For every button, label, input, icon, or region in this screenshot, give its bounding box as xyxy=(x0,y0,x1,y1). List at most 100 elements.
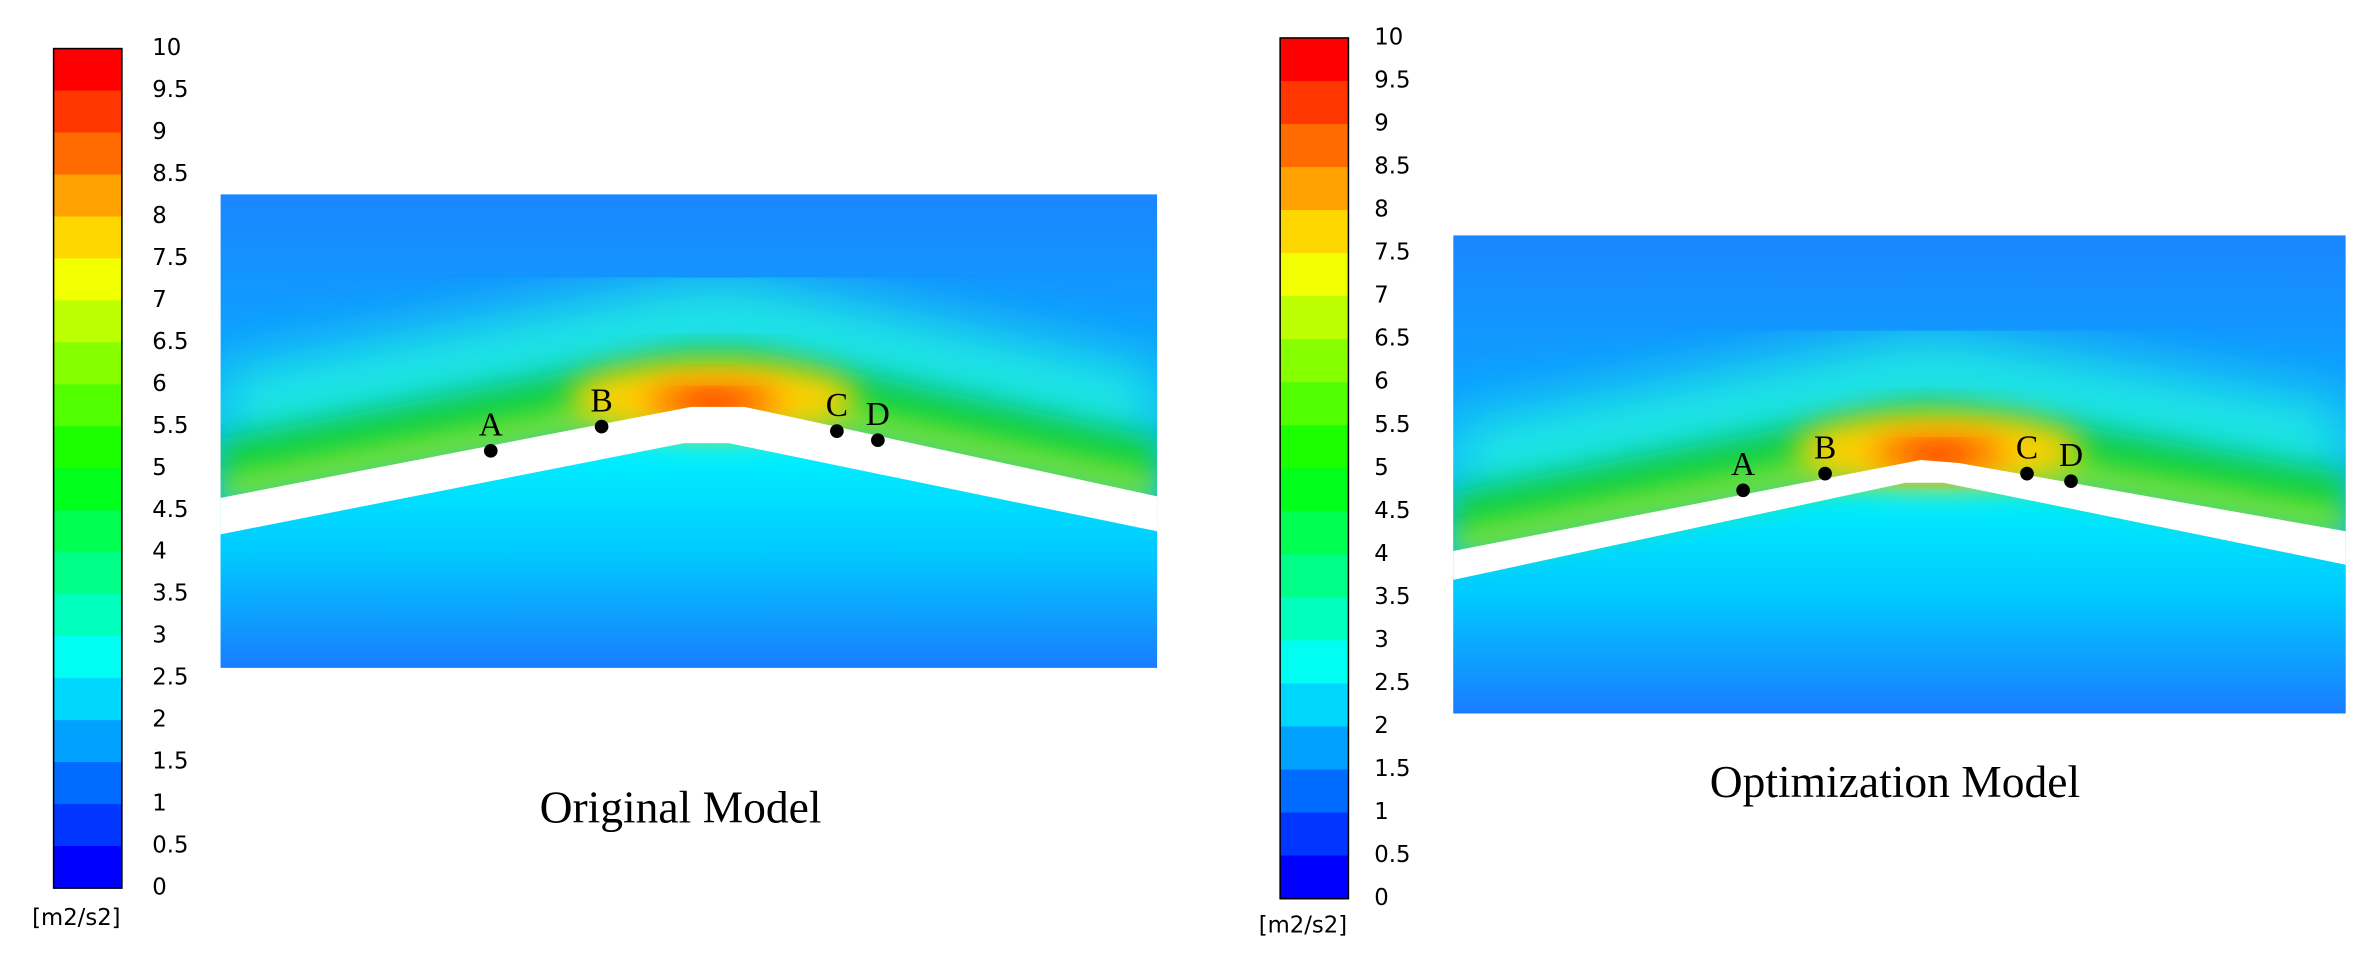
colorbar-band xyxy=(53,594,122,637)
colorbar-band xyxy=(1280,425,1349,470)
colorbar-tick-label: 7 xyxy=(152,287,166,313)
colorbar-tick-label: 6.5 xyxy=(1374,326,1410,352)
caption: Original Model xyxy=(540,782,822,833)
colorbar-tick-label: 6.5 xyxy=(152,329,188,355)
colorbar-tick-label: 1.5 xyxy=(1374,756,1410,782)
colorbar-tick-label: 0 xyxy=(1374,885,1388,911)
colorbar-band xyxy=(53,342,122,386)
probe-label: C xyxy=(826,387,848,424)
colorbar-tick-label: 1.5 xyxy=(152,749,188,775)
colorbar-band xyxy=(53,804,122,847)
colorbar-tick-label: 4.5 xyxy=(1374,498,1410,524)
wall-strip xyxy=(1453,459,2346,580)
colorbar-band xyxy=(53,846,122,889)
colorbar-band xyxy=(1280,855,1349,900)
colorbar-band xyxy=(53,216,122,260)
colorbar-tick-label: 5 xyxy=(152,455,166,481)
colorbar-band xyxy=(53,174,122,218)
probe-point xyxy=(483,444,498,458)
colorbar-tick-label: 9.5 xyxy=(152,77,188,103)
colorbar-band xyxy=(1280,683,1349,728)
probe-point xyxy=(1736,483,1750,498)
probe-point xyxy=(830,424,844,438)
colorbar-tick-label: 6 xyxy=(1374,369,1388,395)
colorbar-band xyxy=(1280,167,1349,211)
panel: 10 9.5 9 8.5 8 7.5 7 6.5 6 5.5 5 4.5 4 3.5 3 2.5 2 1.5 1 0.… xyxy=(32,35,1158,931)
probe-label: A xyxy=(1731,446,1755,483)
zone-cyan xyxy=(220,285,1158,452)
colorbar-band xyxy=(53,384,122,428)
colorbar-band xyxy=(1280,296,1349,340)
probe-label: B xyxy=(1814,429,1836,466)
caption: Optimization Model xyxy=(1710,756,2080,807)
probe-label: B xyxy=(590,382,612,419)
colorbar-unit: [m2/s2] xyxy=(32,905,120,931)
colorbar-tick-label: 3 xyxy=(152,623,166,649)
colorbar-band xyxy=(1280,339,1349,383)
field-bottom xyxy=(1453,482,2346,714)
contour xyxy=(220,194,1158,668)
colorbar-tick-label: 4 xyxy=(152,539,166,565)
zone-cyan xyxy=(1453,338,2346,505)
colorbar-band xyxy=(1280,253,1349,297)
colorbar-band xyxy=(1280,640,1349,685)
colorbar-tick-label: 4.5 xyxy=(152,497,188,523)
colorbar-frame xyxy=(52,47,123,889)
colorbar-band xyxy=(53,510,122,554)
zone-red xyxy=(1905,446,1973,465)
colorbar-frame xyxy=(1279,37,1350,900)
colorbar-band xyxy=(1280,554,1349,599)
panel: 10 9.5 9 8.5 8 7.5 7 6.5 6 5.5 5 4.5 4 3.5 3 2.5 2 1.5 1 0.… xyxy=(1259,24,2346,938)
probe-point xyxy=(2020,466,2034,481)
colorbar-tick-label: 7.5 xyxy=(152,245,188,271)
colorbar-tick-label: 1 xyxy=(152,791,166,817)
colorbar-band xyxy=(1280,124,1349,168)
colorbar-tick-label: 2 xyxy=(1374,713,1388,739)
probe-point xyxy=(2064,474,2078,489)
colorbar-tick-label: 2 xyxy=(152,707,166,733)
colorbar-band xyxy=(53,762,122,805)
wall-strip xyxy=(220,406,1158,535)
colorbar-tick-label: 8 xyxy=(1374,197,1388,223)
probe-label: D xyxy=(866,396,890,433)
colorbar-band xyxy=(53,300,122,344)
colorbar-tick-label: 4 xyxy=(1374,541,1388,567)
contour xyxy=(1453,235,2346,714)
colorbar-tick-label: 2.5 xyxy=(152,665,188,691)
probe-point xyxy=(1818,466,1832,481)
colorbar-tick-label: 8.5 xyxy=(1374,154,1410,180)
colorbar-tick-label: 5.5 xyxy=(152,413,188,439)
probe-label: A xyxy=(479,407,503,444)
colorbar-tick-label: 5 xyxy=(1374,455,1388,481)
probe-label: D xyxy=(2059,437,2083,474)
colorbar-tick-label: 8 xyxy=(152,203,166,229)
colorbar-tick-label: 7.5 xyxy=(1374,240,1410,266)
colorbar-band xyxy=(1280,812,1349,857)
colorbar-band xyxy=(53,426,122,470)
colorbar-band xyxy=(53,48,122,92)
colorbar-band xyxy=(53,636,122,679)
colorbar-band xyxy=(1280,769,1349,814)
colorbar-tick-label: 2.5 xyxy=(1374,670,1410,696)
colorbar-tick-label: 9.5 xyxy=(1374,67,1410,93)
probe-point xyxy=(871,433,885,448)
colorbar-tick-label: 9 xyxy=(152,119,166,145)
colorbar-tick-label: 3.5 xyxy=(1374,584,1410,610)
colorbar-tick-label: 0 xyxy=(152,875,166,901)
colorbar-band xyxy=(1280,210,1349,254)
colorbar-tick-label: 9 xyxy=(1374,111,1388,137)
colorbar-band xyxy=(1280,726,1349,771)
colorbar-band xyxy=(1280,468,1349,513)
colorbar-tick-label: 0.5 xyxy=(1374,842,1410,868)
colorbar-tick-label: 0.5 xyxy=(152,833,188,859)
colorbar-band xyxy=(1280,37,1349,82)
colorbar-tick-label: 1 xyxy=(1374,799,1388,825)
colorbar-unit: [m2/s2] xyxy=(1259,912,1347,938)
colorbar-tick-label: 3.5 xyxy=(152,581,188,607)
colorbar-band xyxy=(53,678,122,721)
probe-label: C xyxy=(2016,429,2038,466)
colorbar-tick-label: 6 xyxy=(152,371,166,397)
colorbar-band xyxy=(1280,597,1349,642)
